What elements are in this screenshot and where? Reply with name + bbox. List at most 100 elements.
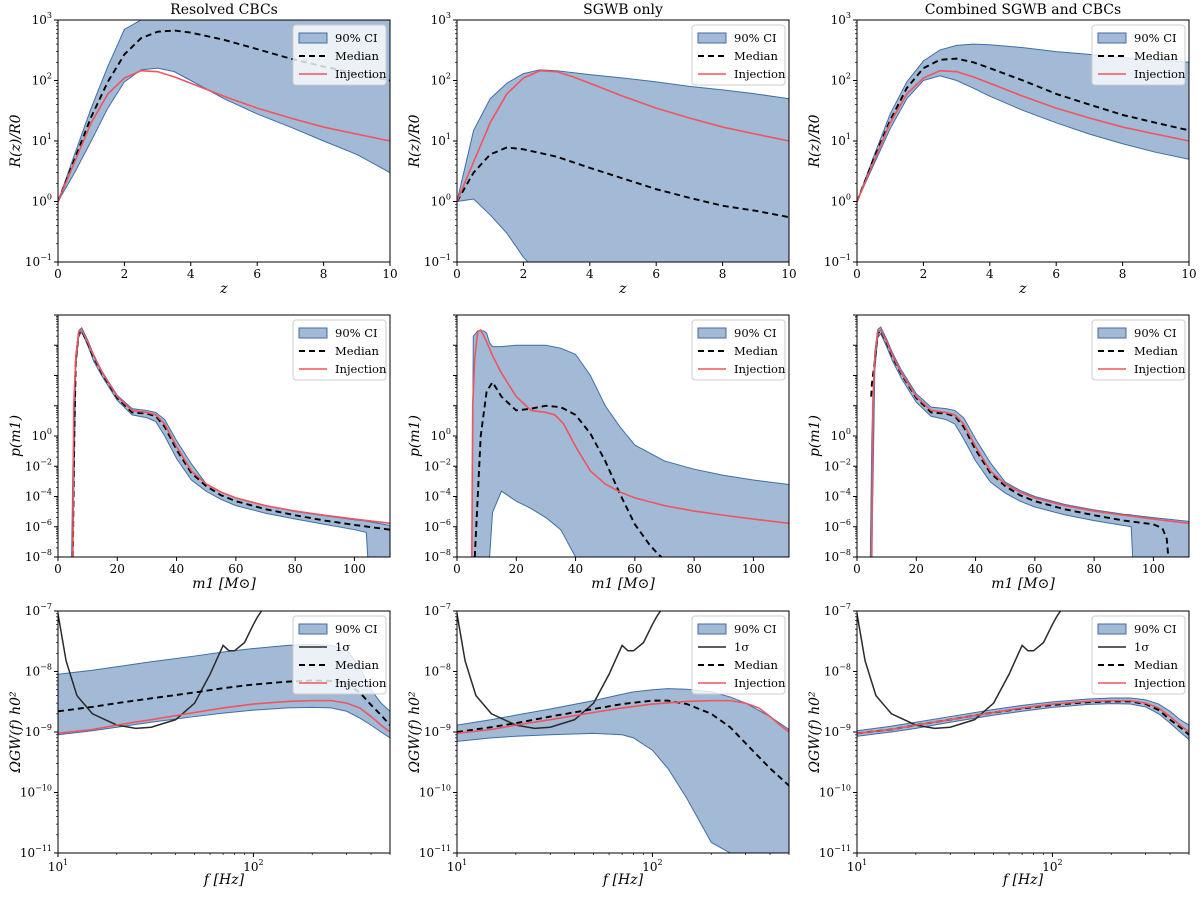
x-tick-label: 60 xyxy=(228,562,243,576)
y-tick-label: 103 xyxy=(831,11,851,27)
y-tick-label: 100 xyxy=(32,193,52,209)
legend-label: Injection xyxy=(734,676,786,690)
x-axis-label: z xyxy=(1018,281,1027,297)
median-line xyxy=(457,146,789,219)
ci-upper-edge xyxy=(857,697,1189,732)
legend-label: 1σ xyxy=(734,640,749,654)
x-axis-label: f [Hz] xyxy=(1002,872,1044,888)
ci-band xyxy=(457,69,789,262)
x-tick-label: 100 xyxy=(742,562,765,576)
legend-box xyxy=(1091,615,1186,695)
tick-exponent: −11 xyxy=(434,844,451,853)
tick-exponent: 0 xyxy=(47,427,52,436)
ci-upper-edge xyxy=(58,20,390,202)
injection-line xyxy=(58,699,390,735)
legend-label: 90% CI xyxy=(1134,622,1177,636)
legend-label: 90% CI xyxy=(1134,326,1177,340)
ci-lower-edge xyxy=(58,67,390,202)
y-axis-label: ΩGW(f) h0² xyxy=(807,691,823,774)
plot-area xyxy=(457,611,789,853)
panel-title: Resolved CBCs xyxy=(170,2,278,18)
legend-label: Injection xyxy=(1134,676,1186,690)
legend-label: Injection xyxy=(734,67,786,81)
y-tick-label: 100 xyxy=(431,427,451,443)
ci-upper-edge xyxy=(457,688,789,730)
y-tick-label: 10−2 xyxy=(25,457,52,473)
x-tick-label: 20 xyxy=(110,562,125,576)
median-line xyxy=(857,57,1189,202)
legend: 90% CI 1σ Median Injection xyxy=(1091,615,1186,695)
x-tick-label: 80 xyxy=(1087,562,1102,576)
plot-area xyxy=(869,326,1189,557)
legend: 90% CI Median Injection xyxy=(292,24,387,86)
tick-exponent: 1 xyxy=(446,132,451,141)
tick-exponent: −2 xyxy=(839,457,851,466)
x-tick-label: 10 xyxy=(781,267,796,281)
y-tick-label: 10−9 xyxy=(25,723,52,739)
y-axis-label: ΩGW(f) h0² xyxy=(8,691,24,774)
x-tick-label: 101 xyxy=(847,858,867,874)
ci-upper-edge xyxy=(471,330,789,557)
tick-exponent: −8 xyxy=(839,548,851,557)
tick-exponent: 2 xyxy=(846,72,851,81)
legend: 90% CI Median Injection xyxy=(1091,319,1186,381)
tick-exponent: −2 xyxy=(439,457,451,466)
y-tick-label: 10−4 xyxy=(25,488,52,504)
legend-label: Injection xyxy=(734,362,786,376)
ci-lower-edge xyxy=(457,732,789,853)
x-axis-label: f [Hz] xyxy=(602,872,644,888)
tick-exponent: −7 xyxy=(439,602,451,611)
tick-exponent: −6 xyxy=(839,518,851,527)
legend-label: Median xyxy=(1134,658,1178,672)
tick-exponent: 0 xyxy=(446,427,451,436)
tick-exponent: 2 xyxy=(446,72,451,81)
y-tick-label: 100 xyxy=(831,193,851,209)
y-tick-label: 10−2 xyxy=(424,457,451,473)
legend-ci-swatch xyxy=(697,623,727,635)
legend: 90% CI Median Injection xyxy=(691,24,786,86)
plot-area xyxy=(457,69,789,262)
x-tick-label: 4 xyxy=(187,267,195,281)
tick-exponent: −4 xyxy=(839,488,851,497)
y-tick-label: 10−8 xyxy=(424,663,451,679)
legend-label: 90% CI xyxy=(734,31,777,45)
tick-exponent: 0 xyxy=(47,193,52,202)
ci-lower-edge xyxy=(457,198,529,262)
tick-exponent: 1 xyxy=(462,858,467,867)
tick-exponent: 2 xyxy=(47,72,52,81)
x-tick-label: 6 xyxy=(1052,267,1060,281)
x-axis-label: m1 [M⊙] xyxy=(991,576,1055,592)
y-tick-label: 10−4 xyxy=(824,488,851,504)
y-tick-label: 10−9 xyxy=(824,723,851,739)
x-tick-label: 40 xyxy=(968,562,983,576)
legend-label: Median xyxy=(1134,49,1178,63)
x-tick-label: 0 xyxy=(54,267,62,281)
tick-exponent: 3 xyxy=(846,11,851,20)
legend-label: 90% CI xyxy=(734,622,777,636)
x-tick-label: 102 xyxy=(243,858,263,874)
x-tick-label: 60 xyxy=(627,562,642,576)
y-tick-label: 10−8 xyxy=(824,548,851,564)
x-tick-label: 6 xyxy=(652,267,660,281)
y-tick-label: 10−8 xyxy=(824,663,851,679)
x-tick-label: 80 xyxy=(288,562,303,576)
tick-exponent: −7 xyxy=(40,602,52,611)
legend-ci-swatch xyxy=(697,32,727,44)
ci-band xyxy=(457,688,789,853)
y-tick-label: 10−7 xyxy=(424,602,451,618)
legend-label: Injection xyxy=(1134,362,1186,376)
x-tick-label: 0 xyxy=(853,267,861,281)
tick-exponent: −8 xyxy=(40,663,52,672)
tick-exponent: −2 xyxy=(40,457,52,466)
tick-exponent: −4 xyxy=(439,488,451,497)
y-tick-label: 10−6 xyxy=(25,518,52,534)
y-tick-label: 10−1 xyxy=(824,253,851,269)
ci-lower-edge xyxy=(857,75,1189,202)
x-tick-label: 8 xyxy=(320,267,328,281)
legend-label: Median xyxy=(734,658,778,672)
legend-ci-swatch xyxy=(298,623,328,635)
